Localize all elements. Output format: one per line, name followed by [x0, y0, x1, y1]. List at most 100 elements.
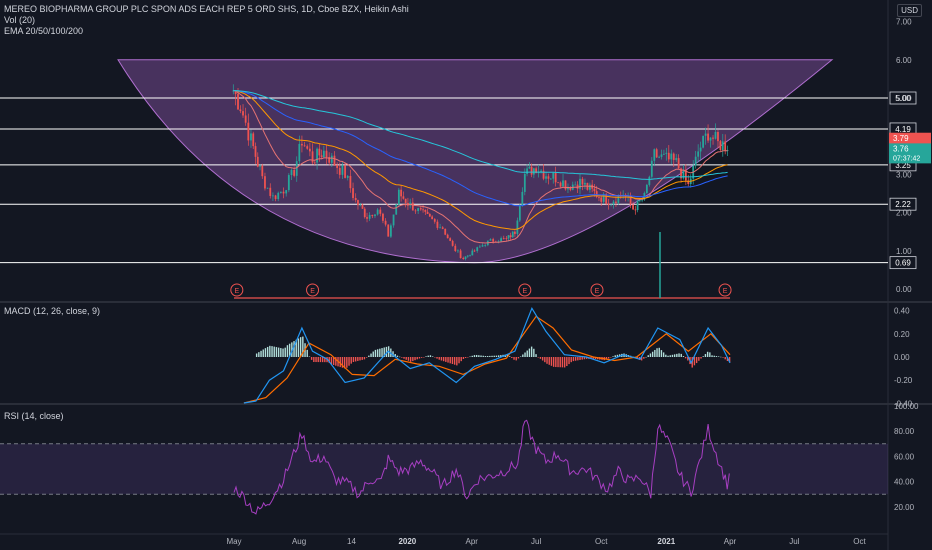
- earnings-marker: [230, 283, 244, 297]
- candle-body: [540, 170, 542, 172]
- macd-histogram-bar: [420, 357, 423, 358]
- level-label-box: [889, 256, 917, 270]
- macd-histogram-bar: [436, 357, 438, 359]
- macd-histogram-bar: [678, 353, 680, 357]
- earnings-marker: [306, 283, 320, 297]
- macd-histogram-bar: [585, 357, 588, 359]
- macd-histogram-bar: [577, 357, 579, 361]
- macd-tick-label: 0.00: [894, 353, 910, 362]
- candle-body: [264, 176, 266, 189]
- macd-histogram-bar: [288, 343, 291, 357]
- candle-body: [318, 148, 321, 156]
- level-label-box: [889, 197, 917, 211]
- candle-body: [481, 245, 484, 247]
- macd-histogram-bar: [394, 354, 396, 357]
- macd-histogram-bar: [594, 357, 597, 360]
- candle-body: [589, 184, 591, 190]
- macd-histogram-bar: [673, 354, 676, 357]
- candle-body: [687, 180, 690, 185]
- macd-histogram-bar: [484, 356, 487, 357]
- macd-histogram-bar: [616, 354, 619, 357]
- macd-histogram-bar: [473, 355, 476, 357]
- candle-body: [366, 217, 368, 219]
- macd-tick-label: 0.20: [894, 330, 910, 339]
- macd-histogram-bar: [324, 357, 326, 363]
- macd-histogram-bar: [700, 357, 702, 359]
- macd-histogram-bar: [568, 357, 570, 365]
- candle-body: [602, 194, 605, 202]
- candle-body: [390, 225, 392, 237]
- macd-histogram-bar: [359, 357, 361, 361]
- macd-histogram-bar: [398, 356, 401, 358]
- candle-body: [293, 169, 296, 176]
- macd-histogram-bar: [330, 357, 333, 365]
- candle-body: [638, 200, 641, 202]
- candle-body: [492, 239, 495, 242]
- candle-body: [277, 192, 280, 200]
- macd-histogram-bar: [258, 352, 260, 357]
- time-tick-label: Oct: [595, 537, 608, 546]
- macd-histogram-bar: [471, 355, 473, 357]
- macd-histogram-bar: [687, 357, 689, 361]
- macd-histogram-bar: [350, 357, 352, 364]
- macd-histogram-bar: [717, 356, 720, 357]
- time-tick-label: May: [226, 537, 241, 546]
- candle-body: [694, 156, 697, 166]
- currency-button[interactable]: USD: [897, 4, 922, 17]
- cup-pattern-shape: [117, 59, 834, 264]
- candle-body: [514, 231, 516, 234]
- macd-histogram-bar: [460, 357, 462, 362]
- macd-histogram-bar: [381, 348, 383, 357]
- candle-body: [712, 137, 714, 139]
- candle-body: [598, 196, 600, 198]
- candle-body: [354, 197, 357, 201]
- earnings-label: E: [595, 288, 600, 295]
- candle-body: [290, 169, 293, 176]
- macd-histogram-bar: [552, 357, 555, 367]
- candle-body: [612, 201, 615, 205]
- candle-body: [446, 234, 449, 239]
- candle-body: [665, 152, 668, 154]
- macd-histogram-bar: [405, 357, 407, 360]
- earnings-label: E: [310, 288, 315, 295]
- time-tick-label: Jul: [531, 537, 541, 546]
- candle-body: [684, 169, 687, 181]
- macd-histogram-bar: [401, 357, 403, 358]
- candle-body: [574, 184, 577, 186]
- macd-histogram-bar: [445, 357, 447, 362]
- macd-histogram-bar: [728, 357, 731, 363]
- candle-body: [344, 165, 346, 178]
- macd-histogram-bar: [541, 357, 544, 361]
- macd-histogram-bar: [354, 357, 357, 362]
- macd-signal-line: [243, 315, 731, 404]
- macd-histogram-bar: [704, 354, 707, 357]
- macd-histogram-bar: [409, 357, 412, 362]
- candle-body: [600, 197, 603, 202]
- macd-histogram-bar: [262, 349, 264, 357]
- macd-histogram-bar: [693, 357, 696, 366]
- macd-histogram-bar: [266, 346, 269, 357]
- candle-body: [250, 133, 252, 141]
- price-tick-label: 2.00: [896, 209, 912, 218]
- candle-body: [542, 170, 545, 179]
- macd-histogram-bar: [431, 356, 434, 357]
- macd-histogram-bar: [264, 348, 267, 357]
- candle-body: [473, 250, 476, 252]
- candle-body: [359, 204, 362, 206]
- rsi-tick-label: 80.00: [894, 427, 915, 436]
- candle-body: [554, 172, 557, 183]
- macd-histogram-bar: [649, 353, 652, 357]
- macd-histogram-bar: [319, 357, 322, 363]
- candle-body: [457, 250, 459, 252]
- macd-histogram-bar: [517, 357, 520, 359]
- candle-body: [567, 187, 569, 190]
- candle-body: [549, 178, 552, 180]
- candle-body: [256, 156, 259, 167]
- macd-histogram-bar: [297, 338, 300, 357]
- macd-histogram-bar: [497, 355, 500, 357]
- time-tick-label: 2020: [398, 537, 416, 546]
- macd-histogram-bar: [647, 355, 649, 357]
- level-label: 0.69: [895, 259, 911, 268]
- candle-body: [357, 200, 359, 206]
